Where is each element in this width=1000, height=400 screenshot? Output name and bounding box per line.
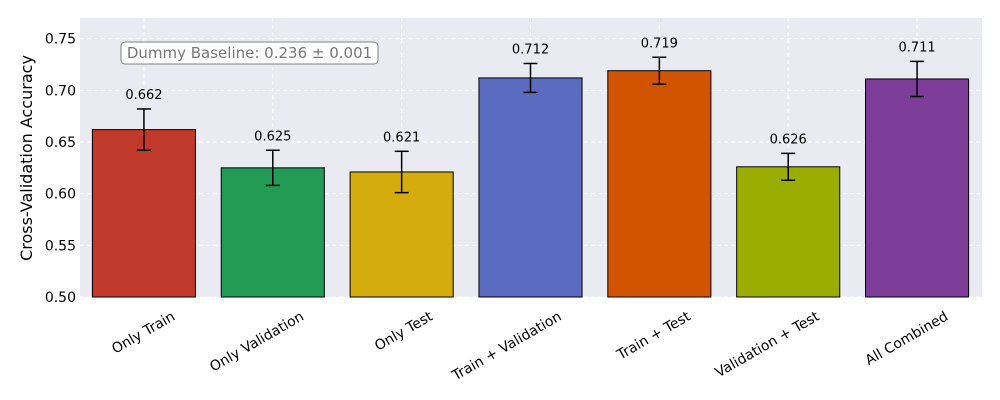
y-tick-label: 0.75 — [45, 32, 76, 48]
x-tick-label: Train + Test — [614, 308, 694, 364]
bar — [478, 77, 583, 298]
error-bars-group — [136, 56, 925, 194]
bar — [220, 167, 325, 298]
data-label: 0.626 — [770, 132, 807, 147]
data-label: 0.719 — [641, 36, 678, 51]
x-tick-label: All Combined — [863, 309, 951, 369]
x-tick-label: Train + Validation — [449, 309, 565, 385]
bars-group — [91, 70, 970, 298]
bar — [91, 129, 196, 298]
bar — [736, 166, 841, 298]
bar — [607, 70, 712, 298]
value-labels-group: 0.662 0.625 0.621 0.712 0.719 0.626 0.711 — [125, 36, 935, 147]
x-tick-label: Only Test — [372, 308, 436, 354]
baseline-annotation-box — [120, 41, 379, 65]
y-tick-label: 0.65 — [45, 135, 76, 151]
data-label: 0.625 — [254, 129, 291, 144]
data-label: 0.711 — [898, 40, 935, 55]
x-tick-label: Only Train — [109, 309, 178, 358]
bar — [865, 78, 970, 298]
x-tick-label: Validation + Test — [713, 308, 823, 381]
y-tick-label: 0.50 — [45, 290, 76, 306]
y-tick-label: 0.55 — [45, 238, 76, 254]
data-label: 0.662 — [125, 88, 162, 103]
data-label: 0.712 — [512, 42, 549, 57]
y-axis-ticks: 0.50 0.55 0.60 0.65 0.70 0.75 — [45, 32, 76, 306]
y-axis-title: Cross-Validation Accuracy — [17, 55, 36, 261]
y-tick-label: 0.60 — [45, 187, 76, 203]
x-tick-label: Only Validation — [207, 309, 307, 376]
baseline-annotation: Dummy Baseline: 0.236 ± 0.001 — [120, 41, 379, 65]
x-axis-ticks: Only Train Only Validation Only Test Train … — [109, 308, 951, 384]
data-label: 0.621 — [383, 130, 420, 145]
y-tick-label: 0.70 — [45, 83, 76, 99]
baseline-annotation-text: Dummy Baseline: 0.236 ± 0.001 — [127, 44, 372, 62]
